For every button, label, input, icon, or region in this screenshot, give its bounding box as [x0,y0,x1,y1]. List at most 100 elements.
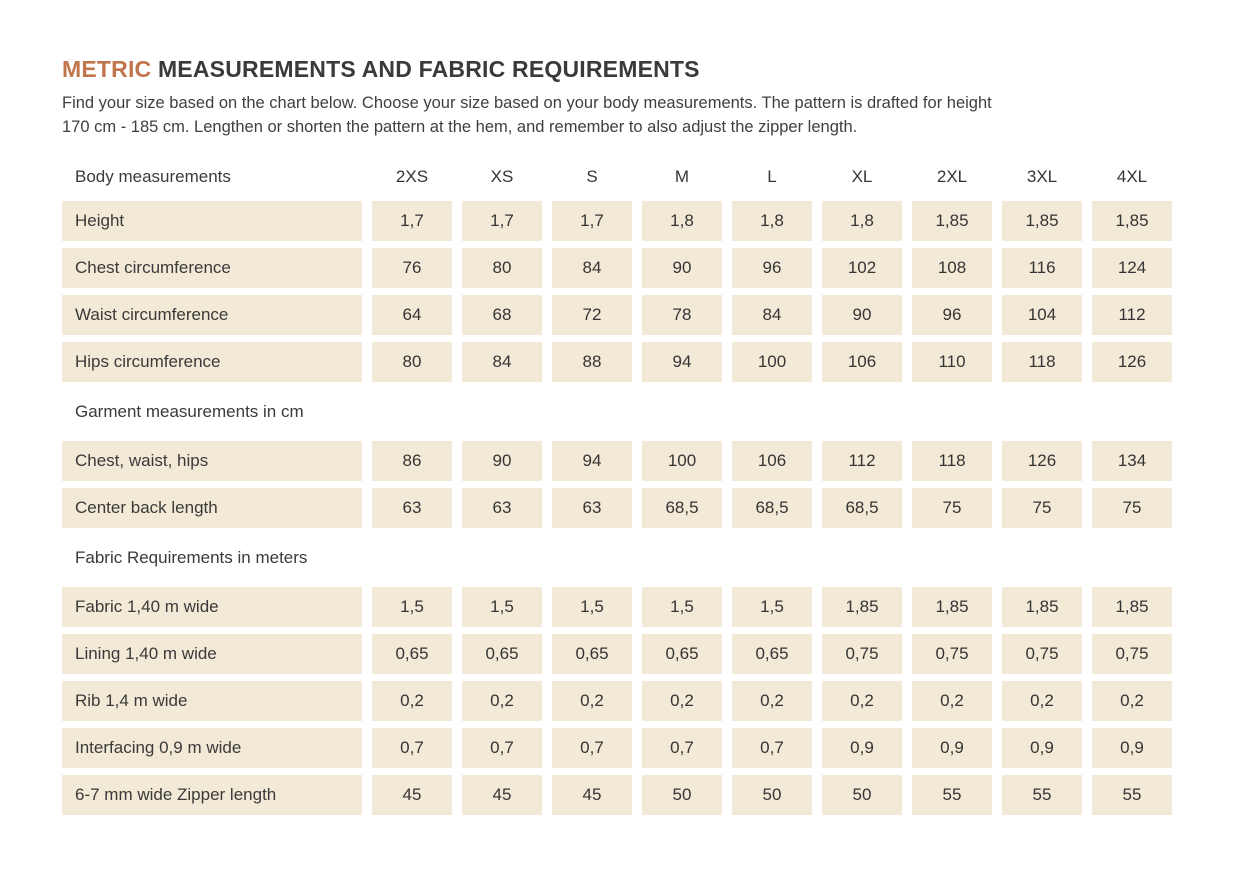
value-cell: 68,5 [732,488,812,528]
value-cell: 0,2 [1092,681,1172,721]
table-header-label: Body measurements [75,167,231,186]
value-cell: 88 [552,342,632,382]
value-cell: 0,2 [372,681,452,721]
value-cell: 126 [1092,342,1172,382]
value-cell: 78 [642,295,722,335]
value-cell: 50 [732,775,812,815]
size-table: Body measurements 2XS XS S M L XL 2XL 3XL 4XL Heig… [62,160,1240,815]
value-cell: 50 [822,775,902,815]
value-cell: 76 [372,248,452,288]
value-cell: 0,7 [642,728,722,768]
value-cell: 124 [1092,248,1172,288]
value-cell: 96 [912,295,992,335]
value-cell: 45 [372,775,452,815]
value-cell: 86 [372,441,452,481]
value-cell: 1,8 [822,201,902,241]
value-cell: 1,7 [552,201,632,241]
value-cell: 94 [642,342,722,382]
size-chart-page: METRIC MEASUREMENTS AND FABRIC REQUIREME… [62,56,1240,815]
value-cell: 108 [912,248,992,288]
value-cell: 0,7 [552,728,632,768]
value-cell: 1,85 [1002,587,1082,627]
section-heading: Fabric Requirements in meters [75,547,308,567]
value-cell: 0,65 [372,634,452,674]
value-cell: 75 [912,488,992,528]
row-label-cell: Waist circumference [62,295,362,335]
value-cell: 55 [912,775,992,815]
value-cell: 0,7 [372,728,452,768]
value-cell: 0,9 [1092,728,1172,768]
size-column-header: XS [490,167,514,186]
value-cell: 45 [462,775,542,815]
value-cell: 0,9 [1002,728,1082,768]
value-cell: 104 [1002,295,1082,335]
value-cell: 126 [1002,441,1082,481]
value-cell: 63 [552,488,632,528]
value-cell: 80 [462,248,542,288]
size-column-header: 2XL [936,167,968,186]
row-label-cell: Lining 1,40 m wide [62,634,362,674]
page-title-accent: METRIC [62,56,152,82]
value-cell: 134 [1092,441,1172,481]
value-cell: 112 [1092,295,1172,335]
page-title-rest: MEASUREMENTS AND FABRIC REQUIREMENTS [151,56,700,82]
row-label-cell: Chest circumference [62,248,362,288]
value-cell: 94 [552,441,632,481]
value-cell: 0,75 [822,634,902,674]
row-label-cell: 6-7 mm wide Zipper length [62,775,362,815]
value-cell: 1,5 [372,587,452,627]
value-cell: 1,85 [1002,201,1082,241]
row-label-cell: Hips circumference [62,342,362,382]
value-cell: 0,75 [1002,634,1082,674]
value-cell: 106 [822,342,902,382]
row-label-cell: Interfacing 0,9 m wide [62,728,362,768]
value-cell: 90 [822,295,902,335]
value-cell: 118 [1002,342,1082,382]
value-cell: 96 [732,248,812,288]
value-cell: 0,65 [642,634,722,674]
value-cell: 64 [372,295,452,335]
value-cell: 0,65 [462,634,542,674]
size-column-header: L [767,167,777,186]
value-cell: 1,7 [462,201,542,241]
value-cell: 110 [912,342,992,382]
value-cell: 1,5 [552,587,632,627]
value-cell: 1,85 [1092,587,1172,627]
value-cell: 84 [462,342,542,382]
value-cell: 0,2 [912,681,992,721]
intro-line-2: 170 cm - 185 cm. Lengthen or shorten the… [62,117,858,136]
value-cell: 0,9 [822,728,902,768]
value-cell: 1,8 [642,201,722,241]
intro-line-1: Find your size based on the chart below.… [62,94,992,112]
size-column-header: 3XL [1026,167,1058,186]
value-cell: 45 [552,775,632,815]
value-cell: 116 [1002,248,1082,288]
value-cell: 0,2 [462,681,542,721]
value-cell: 0,2 [732,681,812,721]
value-cell: 1,85 [912,587,992,627]
value-cell: 0,7 [462,728,542,768]
value-cell: 55 [1002,775,1082,815]
value-cell: 118 [912,441,992,481]
value-cell: 1,5 [462,587,542,627]
size-column-header: 4XL [1116,167,1148,186]
value-cell: 0,2 [822,681,902,721]
value-cell: 106 [732,441,812,481]
row-label-cell: Height [62,201,362,241]
value-cell: 50 [642,775,722,815]
value-cell: 75 [1002,488,1082,528]
value-cell: 100 [732,342,812,382]
value-cell: 90 [642,248,722,288]
row-label-cell: Chest, waist, hips [62,441,362,481]
value-cell: 84 [552,248,632,288]
value-cell: 102 [822,248,902,288]
value-cell: 0,2 [1002,681,1082,721]
value-cell: 0,65 [732,634,812,674]
row-label-cell: Center back length [62,488,362,528]
value-cell: 1,5 [732,587,812,627]
value-cell: 63 [462,488,542,528]
value-cell: 0,2 [552,681,632,721]
value-cell: 0,75 [1092,634,1172,674]
value-cell: 1,85 [822,587,902,627]
size-column-header: M [674,167,690,186]
